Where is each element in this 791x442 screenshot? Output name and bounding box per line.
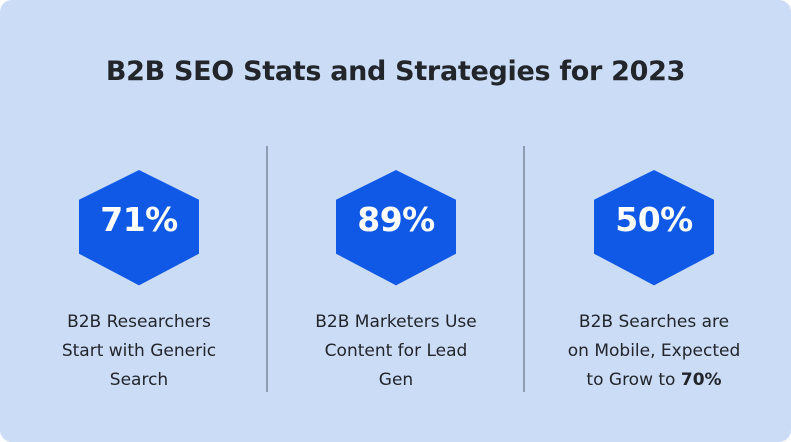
stat-value: 71% — [100, 200, 178, 239]
stat-value: 89% — [357, 200, 435, 239]
stat-description-line: B2B Marketers Use — [315, 312, 477, 332]
stat-description-line: B2B Researchers — [67, 312, 211, 332]
stat-description-line: Content for Lead — [324, 341, 468, 361]
stat-description: B2B Searches are on Mobile, Expected to … — [534, 308, 774, 395]
stat-description-line: B2B Searches are — [578, 312, 730, 332]
stat-value: 50% — [615, 200, 693, 239]
column-divider — [523, 146, 525, 392]
column-divider — [266, 146, 268, 392]
stat-description-line: Search — [109, 370, 169, 390]
stat-description-line: Gen — [378, 370, 414, 390]
stat-column: 50% B2B Searches are on Mobile, Expected… — [534, 170, 774, 395]
hexagon-badge-icon: 50% — [594, 170, 714, 286]
hexagon-badge-icon: 71% — [79, 170, 199, 286]
stat-description-line: to Grow to 70% — [534, 366, 774, 395]
hexagon-badge-icon: 89% — [336, 170, 456, 286]
stat-description-text: to Grow to — [586, 370, 681, 390]
stat-description-line: Start with Generic — [61, 341, 217, 361]
stat-description-line: on Mobile, Expected — [567, 341, 741, 361]
stat-column: 71% B2B Researchers Start with Generic S… — [19, 170, 259, 395]
stat-column: 89% B2B Marketers Use Content for Lead G… — [276, 170, 516, 395]
stat-highlight: 70% — [680, 370, 722, 390]
stat-description: B2B Marketers Use Content for Lead Gen — [276, 308, 516, 395]
stat-description: B2B Researchers Start with Generic Searc… — [19, 308, 259, 395]
page-title: B2B SEO Stats and Strategies for 2023 — [105, 56, 686, 87]
